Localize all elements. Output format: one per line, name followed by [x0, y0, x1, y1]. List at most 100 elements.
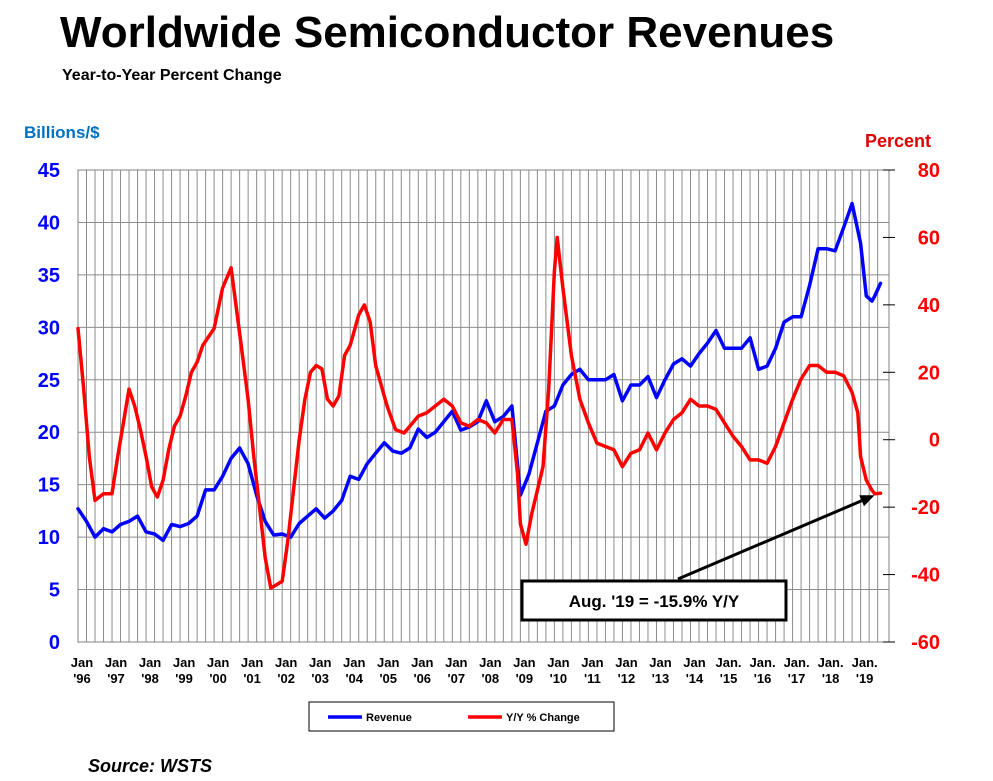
x-tick-month: Jan [207, 655, 229, 670]
x-tick-month: Jan. [750, 655, 776, 670]
x-tick-label: Jan'04 [343, 655, 365, 686]
annotation-arrow [677, 499, 863, 581]
x-tick-label: Jan'05 [377, 655, 399, 686]
x-tick-year: '96 [73, 671, 91, 686]
annotation-text: Aug. '19 = -15.9% Y/Y [569, 592, 740, 611]
left-tick-label: 45 [38, 160, 60, 182]
right-tick-label: 40 [918, 295, 940, 317]
series-group [76, 201, 883, 590]
right-tick-label: 0 [929, 430, 940, 452]
x-tick-label: Jan'08 [479, 655, 501, 686]
right-axis-ticks: -60 -40 -20 0 20 40 60 80 [883, 160, 940, 654]
x-tick-month: Jan. [852, 655, 878, 670]
x-tick-month: Jan [581, 655, 603, 670]
right-tick-label: 60 [918, 227, 940, 249]
x-tick-label: Jan'09 [513, 655, 535, 686]
legend-item: Y/Y % Change [468, 712, 580, 724]
x-tick-month: Jan [615, 655, 637, 670]
right-tick-label: -60 [911, 632, 940, 654]
x-tick-label: Jan.'19 [852, 655, 878, 686]
x-tick-label: Jan.'18 [818, 655, 844, 686]
right-tick-label: 20 [918, 362, 940, 384]
x-tick-year: '17 [788, 671, 806, 686]
x-tick-year: '14 [686, 671, 704, 686]
x-tick-year: '06 [413, 671, 431, 686]
x-tick-label: Jan'98 [139, 655, 161, 686]
x-tick-label: Jan'96 [71, 655, 93, 686]
x-tick-month: Jan [343, 655, 365, 670]
x-tick-year: '12 [618, 671, 636, 686]
annotation-arrow-head [859, 495, 875, 507]
right-axis-title: Percent [865, 131, 931, 151]
chart-subtitle: Year-to-Year Percent Change [62, 67, 282, 84]
x-tick-label: Jan'06 [411, 655, 433, 686]
x-tick-label: Jan'10 [547, 655, 569, 686]
x-tick-label: Jan'01 [241, 655, 263, 686]
left-tick-label: 20 [38, 422, 60, 444]
x-tick-month: Jan [513, 655, 535, 670]
x-tick-year: '08 [482, 671, 500, 686]
left-tick-label: 30 [38, 317, 60, 339]
series-line-y-y-change [76, 235, 883, 590]
x-tick-month: Jan [241, 655, 263, 670]
x-tick-year: '15 [720, 671, 738, 686]
x-tick-label: Jan'99 [173, 655, 195, 686]
x-tick-label: Jan'00 [207, 655, 229, 686]
x-tick-year: '11 [584, 671, 601, 686]
x-tick-year: '09 [516, 671, 534, 686]
chart-title: Worldwide Semiconductor Revenues [60, 8, 834, 57]
x-tick-month: Jan [173, 655, 195, 670]
x-tick-label: Jan'12 [615, 655, 637, 686]
x-tick-year: '04 [345, 671, 363, 686]
x-tick-month: Jan [105, 655, 127, 670]
series-line-revenue [76, 201, 883, 543]
x-tick-month: Jan [275, 655, 297, 670]
x-tick-month: Jan [649, 655, 671, 670]
x-axis-ticks: Jan'96Jan'97Jan'98Jan'99Jan'00Jan'01Jan'… [71, 655, 878, 686]
x-tick-year: '07 [448, 671, 466, 686]
vertical-gridlines [86, 170, 879, 642]
x-tick-month: Jan [377, 655, 399, 670]
x-tick-month: Jan [445, 655, 467, 670]
annotation: Aug. '19 = -15.9% Y/Y [520, 495, 875, 622]
x-tick-label: Jan'13 [649, 655, 671, 686]
left-tick-label: 40 [38, 212, 60, 234]
x-tick-label: Jan'03 [309, 655, 331, 686]
x-tick-label: Jan.'17 [784, 655, 810, 686]
x-tick-year: '05 [379, 671, 397, 686]
plot-area [77, 169, 890, 643]
left-tick-label: 35 [38, 265, 60, 287]
right-tick-label: -20 [911, 497, 940, 519]
x-tick-month: Jan [683, 655, 705, 670]
x-tick-label: Jan.'16 [750, 655, 776, 686]
x-tick-month: Jan [139, 655, 161, 670]
x-tick-label: Jan.'15 [716, 655, 742, 686]
x-tick-label: Jan'97 [105, 655, 127, 686]
legend-label: Revenue [366, 712, 412, 724]
x-tick-year: '02 [277, 671, 295, 686]
x-tick-month: Jan [309, 655, 331, 670]
x-tick-label: Jan'07 [445, 655, 467, 686]
x-tick-year: '97 [107, 671, 125, 686]
x-tick-year: '13 [652, 671, 670, 686]
x-tick-month: Jan [547, 655, 569, 670]
x-tick-month: Jan. [716, 655, 742, 670]
x-tick-year: '99 [175, 671, 193, 686]
x-tick-year: '10 [550, 671, 568, 686]
legend-label: Y/Y % Change [506, 712, 580, 724]
x-tick-label: Jan'11 [581, 655, 603, 686]
x-tick-label: Jan'02 [275, 655, 297, 686]
left-tick-label: 10 [38, 527, 60, 549]
left-axis-ticks: 0 5 10 15 20 25 30 35 40 45 [38, 160, 60, 654]
x-tick-year: '19 [856, 671, 874, 686]
x-tick-year: '16 [754, 671, 772, 686]
x-tick-month: Jan [411, 655, 433, 670]
source-note: Source: WSTS [88, 756, 212, 776]
x-tick-month: Jan [71, 655, 93, 670]
x-tick-month: Jan [479, 655, 501, 670]
x-tick-label: Jan'14 [683, 655, 705, 686]
x-tick-year: '01 [243, 671, 261, 686]
x-tick-month: Jan. [818, 655, 844, 670]
right-tick-label: 80 [918, 160, 940, 182]
legend: Revenue Y/Y % Change [308, 701, 615, 732]
